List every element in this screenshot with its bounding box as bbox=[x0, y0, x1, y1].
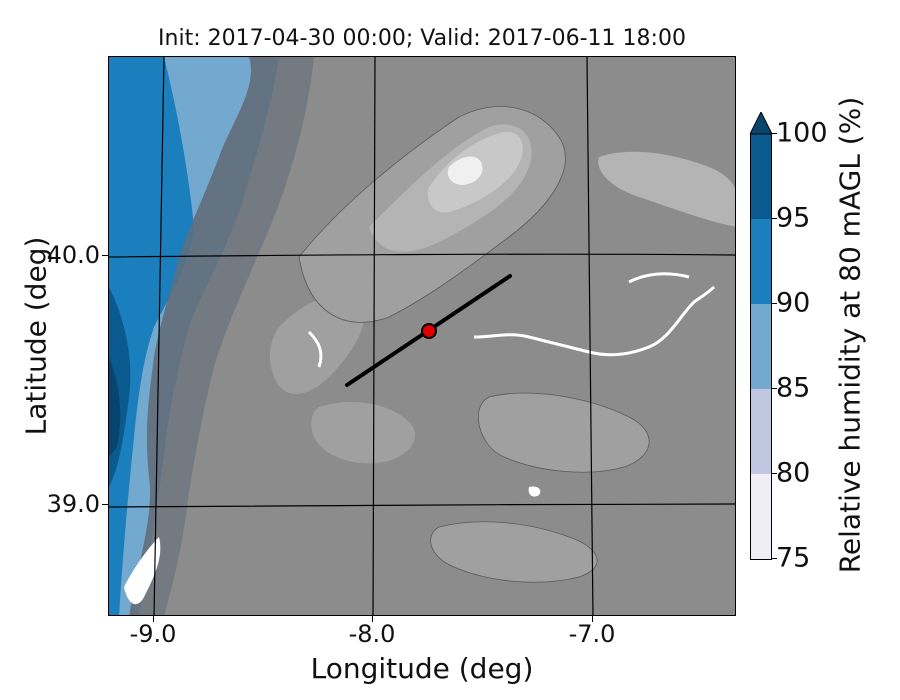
coastal-land-gradient bbox=[139, 57, 314, 615]
cbar-tick-label: 90 bbox=[776, 287, 811, 319]
reservoir-small bbox=[528, 486, 541, 497]
cbar-tick-mark bbox=[772, 303, 777, 304]
ytick-label: 40.0 bbox=[46, 241, 100, 269]
humidity-band-100 bbox=[109, 357, 121, 457]
cbar-tick-mark bbox=[772, 218, 777, 219]
central-upland bbox=[311, 402, 415, 464]
coastal-transition bbox=[129, 57, 279, 615]
colorbar-label: Relative humidity at 80 mAGL (%) bbox=[833, 96, 867, 574]
contour-line-3 bbox=[430, 521, 598, 583]
colorbar-extend-arrow bbox=[750, 112, 772, 135]
map-panel[interactable] bbox=[108, 56, 736, 616]
contour-line-2 bbox=[478, 392, 650, 473]
cbar-tick-mark bbox=[772, 473, 777, 474]
colorbar bbox=[750, 112, 772, 560]
river-tagus bbox=[473, 285, 716, 357]
cbar-tick-label: 75 bbox=[776, 542, 811, 574]
colorbar-segment-95-100 bbox=[750, 134, 772, 219]
graticule-lon-8 bbox=[372, 57, 376, 615]
east-highland bbox=[598, 151, 735, 227]
river-zezere bbox=[307, 330, 323, 368]
ytick-label: 39.0 bbox=[46, 490, 100, 518]
xtick-mark bbox=[592, 616, 593, 622]
colorbar-outline bbox=[750, 133, 772, 560]
cbar-tick-mark bbox=[772, 558, 777, 559]
graticule-lat-40 bbox=[109, 253, 735, 258]
cbar-tick-mark bbox=[772, 133, 777, 134]
graticule-lat-39 bbox=[109, 503, 735, 508]
colorbar-segment-85-90 bbox=[750, 304, 772, 389]
colorbar-segment-75-80 bbox=[750, 474, 772, 559]
graticule-lon-7 bbox=[586, 57, 594, 615]
map-svg bbox=[109, 57, 735, 615]
xtick-label: -7.0 bbox=[568, 620, 616, 648]
y-axis-label: Latitude (deg) bbox=[19, 236, 53, 436]
plot-title: Init: 2017-04-30 00:00; Valid: 2017-06-1… bbox=[158, 26, 686, 51]
south-upland bbox=[478, 393, 650, 473]
graticule-lon-9 bbox=[153, 57, 165, 615]
xtick-mark bbox=[153, 616, 154, 622]
cbar-tick-label: 85 bbox=[776, 372, 811, 404]
river-tagus-east bbox=[628, 272, 690, 284]
x-axis-label: Longitude (deg) bbox=[310, 652, 534, 685]
contour-line-1 bbox=[298, 106, 566, 323]
cbar-tick-label: 95 bbox=[776, 202, 811, 234]
east-upland bbox=[269, 296, 364, 394]
reservoir-south bbox=[124, 537, 161, 605]
xtick-mark bbox=[372, 616, 373, 622]
southeast-upland bbox=[430, 521, 598, 583]
cbar-tick-label: 80 bbox=[776, 457, 811, 489]
ytick-mark bbox=[102, 504, 108, 505]
ytick-mark bbox=[102, 255, 108, 256]
site-marker[interactable] bbox=[421, 323, 437, 339]
highland-peak bbox=[447, 156, 483, 185]
xtick-label: -9.0 bbox=[129, 620, 177, 648]
colorbar-segment-90-95 bbox=[750, 219, 772, 304]
xtick-label: -8.0 bbox=[348, 620, 396, 648]
cbar-tick-mark bbox=[772, 388, 777, 389]
colorbar-segment-80-85 bbox=[750, 389, 772, 474]
cbar-tick-label: 100 bbox=[776, 117, 828, 149]
humidity-band-90 bbox=[109, 57, 194, 615]
